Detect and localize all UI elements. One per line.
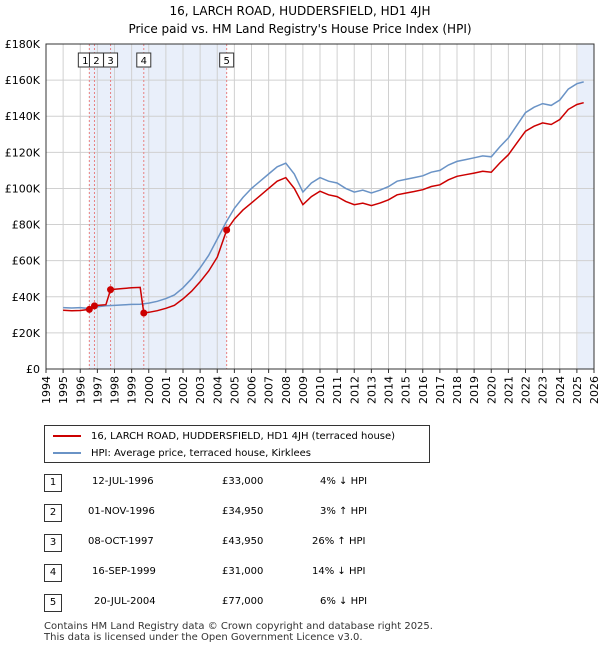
legend: 16, LARCH ROAD, HUDDERSFIELD, HD1 4JH (t… [44, 425, 430, 463]
sale-price: £31,000 [222, 566, 264, 577]
x-tick-label: 2021 [502, 376, 515, 404]
sale-point [90, 302, 98, 310]
sale-date: 16-SEP-1999 [92, 566, 156, 577]
legend-item-price-paid: 16, LARCH ROAD, HUDDERSFIELD, HD1 4JH (t… [53, 428, 395, 444]
sale-point [140, 309, 148, 317]
x-tick-label: 2000 [143, 376, 156, 404]
sale-marker-label: 2 [93, 56, 99, 67]
sale-marker-label: 1 [82, 56, 88, 67]
legend-swatch-price-paid [53, 435, 81, 437]
chart-title: 16, LARCH ROAD, HUDDERSFIELD, HD1 4JH [169, 4, 431, 18]
sale-hpi-diff: 3% ↑ HPI [320, 506, 368, 517]
x-tick-label: 2017 [434, 376, 447, 404]
sale-marker-box [219, 52, 235, 68]
x-tick-label: 2012 [348, 376, 361, 404]
x-tick-label: 1997 [91, 376, 104, 404]
sale-price: £77,000 [222, 596, 264, 607]
footer: Contains HM Land Registry data © Crown c… [44, 621, 433, 643]
sale-point [85, 305, 93, 313]
table-row: 4 16-SEP-1999 £31,000 14% ↓ HPI [44, 564, 464, 582]
table-row: 5 20-JUL-2004 £77,000 6% ↓ HPI [44, 594, 464, 612]
x-tick-label: 1994 [40, 376, 53, 404]
y-tick-label: £180K [5, 38, 41, 51]
sale-number: 3 [44, 534, 62, 552]
x-tick-label: 2020 [485, 376, 498, 404]
sale-marker-label: 4 [141, 56, 147, 67]
legend-swatch-hpi [53, 452, 81, 454]
x-tick-label: 2002 [177, 376, 190, 404]
sale-hpi-diff: 4% ↓ HPI [320, 476, 368, 487]
y-tick-label: £0 [26, 363, 40, 376]
x-tick-label: 2023 [537, 376, 550, 404]
x-tick-label: 1999 [126, 376, 139, 404]
x-tick-label: 2016 [417, 376, 430, 404]
sale-marker-label: 5 [223, 56, 229, 67]
table-row: 1 12-JUL-1996 £33,000 4% ↓ HPI [44, 474, 464, 492]
sale-price: £43,950 [222, 536, 264, 547]
sale-marker-box [103, 52, 119, 68]
sale-date: 08-OCT-1997 [88, 536, 154, 547]
x-tick-label: 2019 [468, 376, 481, 404]
x-tick-label: 2025 [571, 376, 584, 404]
x-tick-label: 2011 [331, 376, 344, 404]
sale-number: 1 [44, 474, 62, 492]
x-tick-label: 2024 [554, 376, 567, 404]
legend-item-hpi: HPI: Average price, terraced house, Kirk… [53, 445, 311, 461]
footer-copyright: Contains HM Land Registry data © Crown c… [44, 621, 433, 632]
x-tick-label: 2014 [383, 376, 396, 404]
x-tick-label: 2007 [263, 376, 276, 404]
sale-hpi-diff: 14% ↓ HPI [312, 566, 366, 577]
x-tick-label: 1996 [74, 376, 87, 404]
y-tick-label: £60K [12, 255, 41, 268]
sale-price: £33,000 [222, 476, 264, 487]
sale-point [223, 226, 231, 234]
legend-label-hpi: HPI: Average price, terraced house, Kirk… [91, 447, 312, 459]
y-tick-label: £140K [5, 110, 41, 123]
x-tick-label: 2003 [194, 376, 207, 404]
x-tick-label: 2009 [297, 376, 310, 404]
price-chart: 1 2 3 4 5 £0 £20K £40K £60K £80K £100K £120K £140K £1… [5, 38, 600, 404]
legend-label-price-paid: 16, LARCH ROAD, HUDDERSFIELD, HD1 4JH (t… [91, 430, 396, 442]
x-tick-label: 1998 [109, 376, 122, 404]
sale-point [107, 286, 115, 294]
x-tick-label: 2010 [314, 376, 327, 404]
x-tick-label: 2018 [451, 376, 464, 404]
sale-number: 4 [44, 564, 62, 582]
x-tick-label: 2001 [160, 376, 173, 404]
chart-subtitle: Price paid vs. HM Land Registry's House … [128, 22, 472, 36]
sale-marker-label: 3 [107, 56, 113, 67]
y-tick-label: £100K [5, 182, 41, 195]
x-tick-label: 2008 [280, 376, 293, 404]
sale-date: 12-JUL-1996 [92, 476, 154, 487]
table-row: 3 08-OCT-1997 £43,950 26% ↑ HPI [44, 534, 464, 552]
x-tick-label: 2013 [365, 376, 378, 404]
x-tick-label: 2006 [246, 376, 259, 404]
sale-date: 01-NOV-1996 [88, 506, 155, 517]
sale-number: 5 [44, 594, 62, 612]
sale-number: 2 [44, 504, 62, 522]
sale-marker-box [136, 52, 152, 68]
x-tick-label: 2026 [588, 376, 600, 404]
y-tick-label: £160K [5, 74, 41, 87]
sale-hpi-diff: 26% ↑ HPI [312, 536, 366, 547]
series-line-price-paid [63, 101, 584, 314]
x-tick-label: 2004 [211, 376, 224, 404]
y-tick-label: £20K [12, 327, 41, 340]
x-tick-label: 2015 [400, 376, 413, 404]
series-line-hpi [63, 81, 584, 310]
footer-licence: This data is licensed under the Open Gov… [44, 632, 363, 643]
y-tick-label: £80K [12, 219, 41, 232]
sale-hpi-diff: 6% ↓ HPI [320, 596, 368, 607]
y-tick-label: £40K [12, 291, 41, 304]
sale-price: £34,950 [222, 506, 264, 517]
table-row: 2 01-NOV-1996 £34,950 3% ↑ HPI [44, 504, 464, 522]
x-tick-label: 2005 [228, 376, 241, 404]
shaded-period [89, 44, 227, 369]
x-tick-label: 2022 [520, 376, 533, 404]
sale-date: 20-JUL-2004 [94, 596, 156, 607]
shaded-period [577, 44, 594, 369]
x-tick-label: 1995 [57, 376, 70, 404]
y-tick-label: £120K [5, 146, 41, 159]
